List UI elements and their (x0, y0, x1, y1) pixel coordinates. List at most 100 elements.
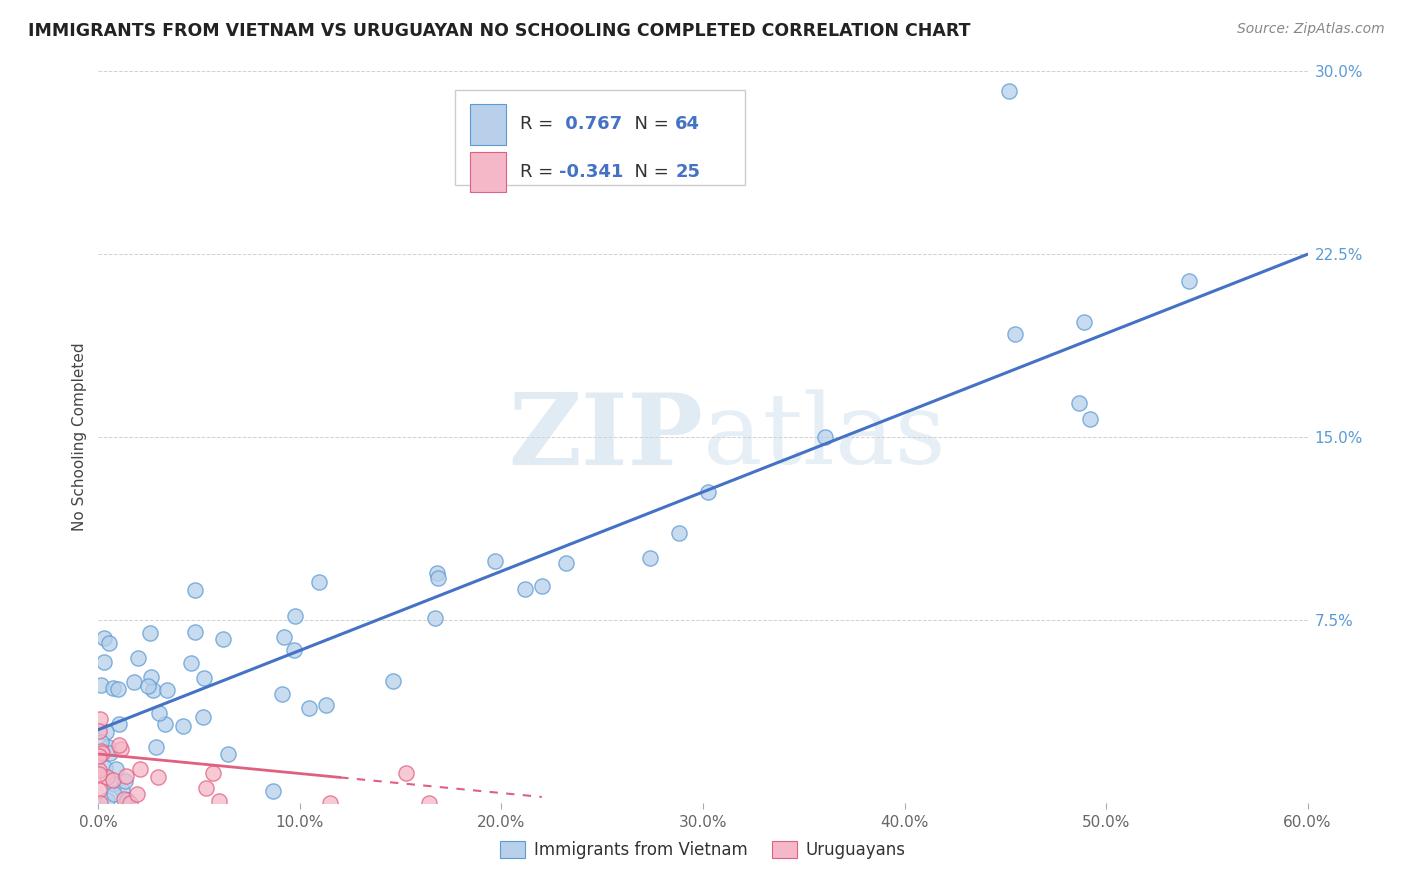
Point (1178, 274, 1201, 288)
Point (127, 651, 149, 665)
Point (103, 777, 125, 791)
Point (101, 681, 124, 695)
Point (125, 787, 148, 801)
Point (105, 762, 128, 776)
Point (184, 625, 207, 640)
Point (191, 709, 214, 723)
Point (139, 670, 162, 684)
Point (87, 723, 110, 738)
Point (284, 609, 307, 624)
Point (484, 554, 506, 568)
Point (998, 84, 1021, 98)
Y-axis label: No Schooling Completed: No Schooling Completed (72, 343, 87, 532)
Text: ZIP: ZIP (508, 389, 703, 485)
Point (202, 765, 225, 780)
Point (319, 796, 342, 810)
Point (115, 769, 138, 783)
Point (156, 682, 179, 697)
Point (101, 773, 124, 788)
Point (1004, 327, 1026, 342)
Point (91, 746, 114, 760)
Point (555, 556, 578, 570)
Text: N =: N = (623, 163, 675, 181)
Point (271, 688, 294, 702)
Point (93, 631, 115, 645)
Point (87, 783, 110, 797)
Point (139, 625, 162, 640)
Point (114, 774, 136, 789)
Point (212, 632, 235, 646)
Point (87, 767, 110, 781)
Point (148, 770, 170, 784)
Point (668, 525, 690, 540)
Point (172, 719, 194, 733)
Point (298, 700, 321, 714)
Point (194, 781, 217, 796)
Point (425, 611, 447, 625)
Point (148, 706, 170, 720)
Legend: Immigrants from Vietnam, Uruguayans: Immigrants from Vietnam, Uruguayans (492, 833, 914, 868)
Text: atlas: atlas (703, 389, 946, 485)
Point (193, 671, 215, 685)
Bar (470, 104, 506, 145)
Point (184, 582, 207, 597)
Point (426, 571, 449, 585)
Text: 25: 25 (675, 163, 700, 181)
Point (94, 761, 117, 775)
Text: Source: ZipAtlas.com: Source: ZipAtlas.com (1237, 22, 1385, 37)
Point (1073, 315, 1095, 329)
Point (1078, 412, 1101, 426)
Point (112, 792, 135, 806)
Point (418, 796, 440, 810)
Point (90, 678, 112, 692)
Point (103, 788, 125, 802)
Point (315, 698, 337, 712)
Point (97, 740, 120, 755)
Point (145, 740, 167, 755)
FancyBboxPatch shape (456, 90, 745, 185)
Point (122, 675, 145, 690)
Point (395, 766, 418, 780)
Text: R =: R = (520, 115, 560, 134)
Point (90, 744, 112, 758)
Text: IMMIGRANTS FROM VIETNAM VS URUGUAYAN NO SCHOOLING COMPLETED CORRELATION CHART: IMMIGRANTS FROM VIETNAM VS URUGUAYAN NO … (28, 22, 970, 40)
Point (128, 762, 150, 776)
Bar (470, 152, 506, 192)
Point (118, 796, 141, 810)
Point (262, 783, 284, 797)
Point (208, 794, 231, 808)
Point (111, 783, 134, 797)
Point (89, 712, 111, 726)
Text: 0.767: 0.767 (560, 115, 623, 134)
Point (283, 643, 305, 657)
Point (180, 657, 202, 671)
Point (98, 636, 121, 650)
Point (155, 717, 177, 731)
Point (1067, 395, 1090, 409)
Point (640, 550, 662, 565)
Point (273, 631, 295, 645)
Point (87, 749, 110, 764)
Point (136, 679, 159, 693)
Point (382, 673, 405, 688)
Point (697, 484, 720, 499)
Point (87, 763, 110, 777)
Point (217, 747, 239, 761)
Point (107, 717, 129, 731)
Point (531, 579, 554, 593)
Point (814, 429, 837, 443)
Point (110, 742, 132, 756)
Point (513, 582, 536, 597)
Point (89, 796, 111, 810)
Point (107, 739, 129, 753)
Point (115, 793, 138, 807)
Point (98, 746, 121, 760)
Point (93, 655, 115, 669)
Point (107, 681, 129, 696)
Point (96, 793, 118, 807)
Point (96, 770, 118, 784)
Point (142, 682, 165, 697)
Point (117, 793, 139, 807)
Text: R =: R = (520, 163, 560, 181)
Text: 64: 64 (675, 115, 700, 134)
